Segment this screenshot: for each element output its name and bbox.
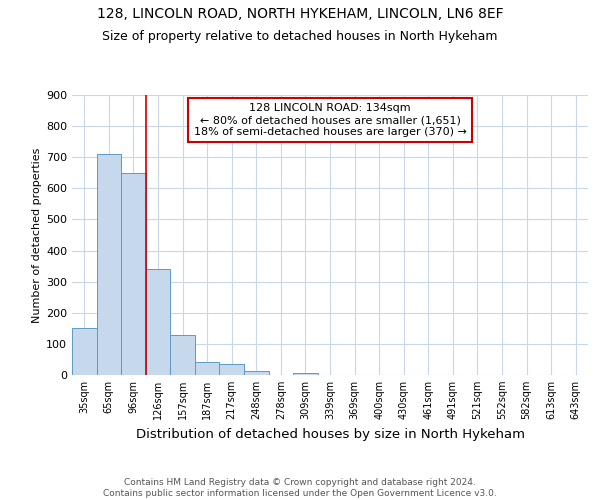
- Text: 128 LINCOLN ROAD: 134sqm
← 80% of detached houses are smaller (1,651)
18% of sem: 128 LINCOLN ROAD: 134sqm ← 80% of detach…: [194, 104, 466, 136]
- Bar: [146, 269, 170, 375]
- Y-axis label: Number of detached properties: Number of detached properties: [32, 148, 42, 322]
- Bar: [220, 364, 244, 375]
- Bar: [97, 154, 121, 375]
- Bar: [244, 372, 269, 375]
- Bar: [121, 173, 146, 375]
- Bar: [293, 372, 318, 375]
- Bar: [195, 362, 220, 375]
- Bar: [170, 334, 195, 375]
- Text: Size of property relative to detached houses in North Hykeham: Size of property relative to detached ho…: [102, 30, 498, 43]
- Text: Contains HM Land Registry data © Crown copyright and database right 2024.
Contai: Contains HM Land Registry data © Crown c…: [103, 478, 497, 498]
- Bar: [72, 328, 97, 375]
- X-axis label: Distribution of detached houses by size in North Hykeham: Distribution of detached houses by size …: [136, 428, 524, 440]
- Text: 128, LINCOLN ROAD, NORTH HYKEHAM, LINCOLN, LN6 8EF: 128, LINCOLN ROAD, NORTH HYKEHAM, LINCOL…: [97, 8, 503, 22]
